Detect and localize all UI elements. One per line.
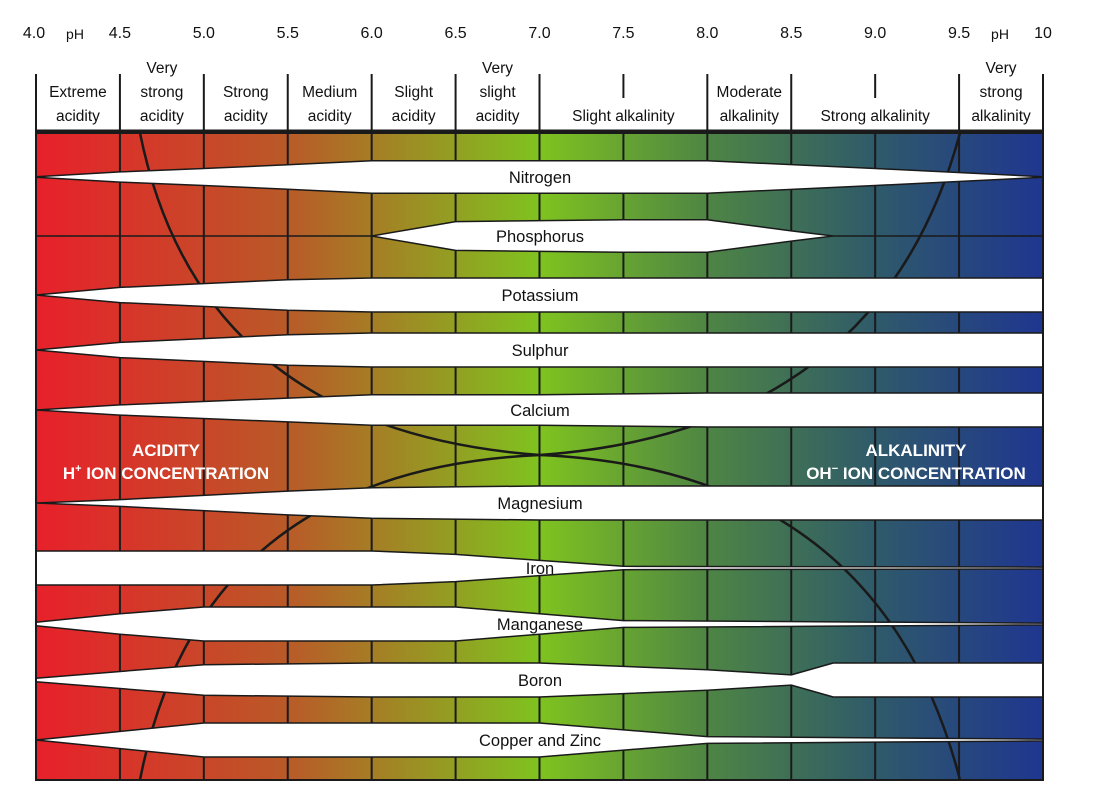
ph-tick-5-5: 5.5	[277, 25, 299, 42]
zone-label-9: Very	[986, 60, 1017, 77]
ph-tick-9-0: 9.0	[864, 25, 886, 42]
nutrient-label-potassium: Potassium	[501, 287, 578, 305]
zone-label-7: alkalinity	[720, 108, 780, 125]
zone-label-4: Slight	[394, 84, 433, 101]
ph-tick-6-5: 6.5	[444, 25, 466, 42]
acidity-subtitle: H+ ION CONCENTRATION	[63, 463, 269, 483]
zone-label-1: acidity	[140, 108, 184, 125]
ph-tick-4-5: 4.5	[109, 25, 131, 42]
ph-tick-9-5: 9.5	[948, 25, 970, 42]
alkalinity-title: ALKALINITY	[865, 441, 967, 460]
zone-label-8: Strong alkalinity	[820, 108, 930, 125]
ph-tick-7-0: 7.0	[528, 25, 550, 42]
nutrient-label-calcium: Calcium	[510, 402, 570, 420]
nutrient-label-nitrogen: Nitrogen	[509, 169, 571, 187]
zone-label-1: Very	[146, 60, 177, 77]
zone-label-3: acidity	[308, 108, 352, 125]
acidity-ion-text: ION CONCENTRATION	[86, 464, 269, 483]
nutrient-label-manganese: Manganese	[497, 616, 583, 634]
ph-label-left: pH	[66, 26, 84, 42]
alkalinity-ion-text: ION CONCENTRATION	[843, 464, 1026, 483]
zone-header: Extreme acidity Very strong acidity Strong aci…	[35, 60, 1044, 133]
nutrient-bands	[35, 160, 1044, 758]
nutrient-label-sulphur: Sulphur	[512, 342, 569, 360]
zone-label-2: acidity	[224, 108, 268, 125]
ph-tick-labels: 4.0 4.5 5.0 5.5 6.0 6.5 7.0 7.5 8.0 8.5 9.0 9.5 10	[23, 25, 1052, 42]
nutrient-label-magnesium: Magnesium	[497, 495, 582, 513]
ph-tick-4-0: 4.0	[23, 25, 45, 42]
nutrient-label-copper-and-zinc: Copper and Zinc	[479, 732, 601, 750]
zone-label-9: strong	[979, 84, 1022, 101]
ph-tick-5-0: 5.0	[193, 25, 215, 42]
acidity-title: ACIDITY	[132, 441, 201, 460]
acidity-h-sup: +	[75, 463, 81, 475]
nutrient-labels: Nitrogen Phosphorus Potassium Sulphur Calciu…	[479, 169, 601, 750]
zone-label-5: Very	[482, 60, 513, 77]
ph-tick-10: 10	[1034, 25, 1052, 42]
nutrient-label-phosphorus: Phosphorus	[496, 228, 584, 246]
ph-tick-8-0: 8.0	[696, 25, 718, 42]
zone-label-3: Medium	[302, 84, 357, 101]
nutrient-label-iron: Iron	[526, 560, 554, 578]
zone-label-5: slight	[479, 84, 516, 101]
nutrient-label-boron: Boron	[518, 672, 562, 690]
alkalinity-oh-symbol: OH	[806, 464, 832, 483]
zone-label-9: alkalinity	[971, 108, 1031, 125]
zone-label-2: Strong	[223, 84, 269, 101]
alkalinity-oh-sup: −	[832, 463, 838, 475]
alkalinity-subtitle: OH− ION CONCENTRATION	[806, 463, 1026, 483]
zone-label-7: Moderate	[717, 84, 782, 101]
zone-label-5: acidity	[476, 108, 520, 125]
zone-label-1: strong	[140, 84, 183, 101]
ph-tick-6-0: 6.0	[361, 25, 383, 42]
ph-tick-8-5: 8.5	[780, 25, 802, 42]
ph-tick-7-5: 7.5	[612, 25, 634, 42]
zone-label-0: Extreme	[49, 84, 107, 101]
zone-label-6: Slight alkalinity	[572, 108, 675, 125]
ph-label-right: pH	[991, 26, 1009, 42]
zone-label-4: acidity	[392, 108, 436, 125]
chart-frame	[35, 132, 1044, 781]
acidity-h-symbol: H	[63, 464, 75, 483]
zone-label-0: acidity	[56, 108, 100, 125]
